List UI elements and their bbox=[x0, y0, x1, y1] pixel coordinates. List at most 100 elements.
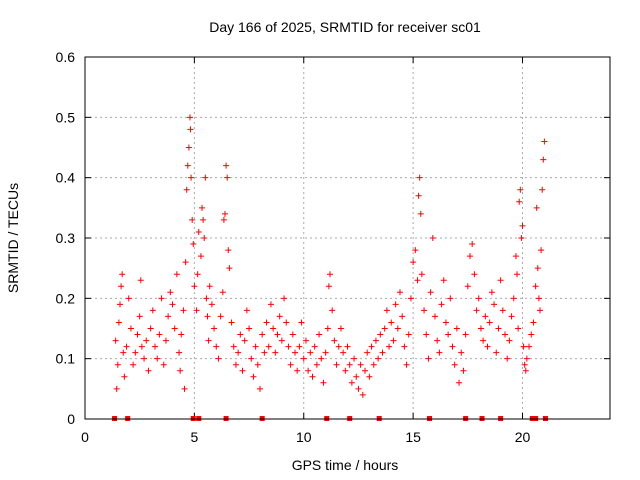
data-point bbox=[285, 343, 292, 350]
data-point bbox=[344, 343, 351, 350]
data-point bbox=[191, 283, 198, 290]
data-point bbox=[460, 367, 467, 374]
data-point bbox=[313, 361, 320, 368]
data-point bbox=[348, 379, 355, 386]
data-point bbox=[375, 355, 382, 362]
data-point bbox=[401, 343, 408, 350]
data-point bbox=[495, 325, 502, 332]
data-point bbox=[202, 174, 209, 181]
data-point bbox=[248, 355, 255, 362]
y-tick-label: 0.1 bbox=[56, 351, 76, 367]
data-point bbox=[370, 361, 377, 368]
data-point bbox=[353, 373, 360, 380]
data-point bbox=[294, 367, 301, 374]
data-point bbox=[381, 325, 388, 332]
data-point bbox=[473, 307, 480, 314]
data-point bbox=[223, 162, 230, 169]
data-point bbox=[167, 289, 174, 296]
data-point bbox=[407, 295, 414, 302]
data-point bbox=[241, 337, 248, 344]
data-point bbox=[541, 138, 548, 145]
data-point bbox=[528, 331, 535, 338]
data-point bbox=[309, 373, 316, 380]
data-point bbox=[195, 228, 202, 235]
data-point bbox=[184, 162, 191, 169]
data-point bbox=[205, 337, 212, 344]
data-point bbox=[392, 301, 399, 308]
data-point bbox=[185, 144, 192, 151]
x-tick-label: 0 bbox=[81, 429, 89, 445]
data-point bbox=[203, 295, 210, 302]
data-point bbox=[355, 385, 362, 392]
data-point bbox=[302, 337, 309, 344]
data-point bbox=[143, 337, 150, 344]
data-point bbox=[516, 198, 523, 205]
data-point bbox=[410, 259, 417, 266]
data-point bbox=[440, 277, 447, 284]
data-point bbox=[267, 301, 274, 308]
data-point bbox=[521, 361, 528, 368]
data-point bbox=[386, 343, 393, 350]
data-point bbox=[449, 343, 456, 350]
data-point bbox=[235, 349, 242, 356]
data-point bbox=[115, 319, 122, 326]
data-point bbox=[117, 301, 123, 308]
data-point bbox=[307, 349, 314, 356]
data-point bbox=[265, 343, 272, 350]
data-point bbox=[442, 319, 449, 326]
data-point bbox=[145, 367, 152, 374]
data-point bbox=[276, 313, 283, 320]
data-point bbox=[359, 391, 366, 398]
data-point bbox=[318, 355, 325, 362]
y-tick-label: 0 bbox=[67, 411, 75, 427]
data-point bbox=[125, 295, 132, 302]
data-point bbox=[200, 216, 207, 223]
data-point bbox=[272, 349, 279, 356]
data-point bbox=[119, 271, 126, 278]
data-point bbox=[176, 349, 183, 356]
data-point bbox=[535, 295, 542, 302]
data-point bbox=[311, 343, 318, 350]
data-point bbox=[337, 325, 344, 332]
data-point bbox=[504, 355, 511, 362]
y-tick-label: 0.4 bbox=[56, 170, 76, 186]
data-point bbox=[136, 313, 143, 320]
data-point bbox=[316, 331, 323, 338]
data-point bbox=[488, 289, 495, 296]
data-point bbox=[239, 367, 246, 374]
data-point bbox=[335, 343, 342, 350]
data-point bbox=[325, 283, 332, 290]
data-point bbox=[287, 361, 294, 368]
data-point bbox=[510, 295, 517, 302]
data-point bbox=[327, 271, 333, 278]
data-point bbox=[230, 343, 237, 350]
data-point bbox=[228, 319, 235, 326]
data-point bbox=[522, 367, 529, 374]
data-point bbox=[482, 313, 489, 320]
data-point bbox=[250, 373, 257, 380]
data-point bbox=[537, 307, 543, 314]
data-point bbox=[189, 216, 196, 223]
data-point bbox=[512, 253, 519, 260]
data-point bbox=[243, 307, 250, 314]
data-point bbox=[225, 247, 232, 254]
data-point bbox=[132, 349, 139, 356]
data-point bbox=[112, 337, 119, 344]
data-point bbox=[182, 259, 189, 266]
data-point bbox=[183, 186, 190, 193]
data-point bbox=[425, 355, 432, 362]
data-point bbox=[415, 192, 422, 199]
data-point bbox=[134, 331, 141, 338]
data-point bbox=[194, 271, 201, 278]
data-point bbox=[427, 289, 434, 296]
data-point bbox=[171, 325, 178, 332]
data-point bbox=[259, 331, 266, 338]
x-tick-label: 15 bbox=[405, 429, 421, 445]
data-point bbox=[539, 186, 546, 193]
data-point bbox=[471, 271, 478, 278]
data-point bbox=[397, 289, 403, 296]
data-point bbox=[283, 319, 290, 326]
data-point bbox=[416, 174, 423, 181]
